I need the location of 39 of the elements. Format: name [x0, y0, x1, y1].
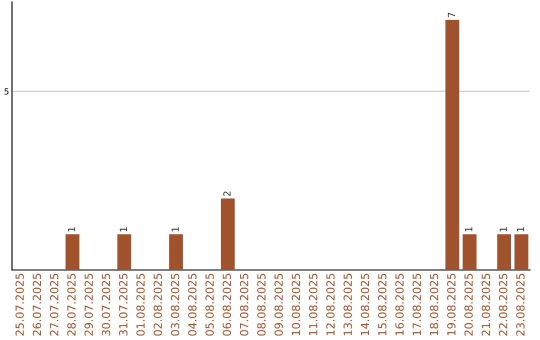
- x-tick-label: 26.07.2025: [32, 274, 42, 336]
- x-tick-label: 15.08.2025: [378, 274, 386, 336]
- x-tick-label: 28.07.2025: [67, 274, 76, 336]
- x-tick-label: 25.07.2025: [15, 274, 24, 336]
- x-tick-label: 20.08.2025: [464, 274, 473, 336]
- x-tick-label: 31.07.2025: [119, 274, 128, 336]
- x-tick-label: 03.08.2025: [170, 274, 180, 336]
- x-tick-label: 04.08.2025: [188, 274, 197, 336]
- data-label: 1: [500, 227, 507, 232]
- data-label: 1: [516, 227, 524, 232]
- data-label: 2: [223, 192, 231, 196]
- x-tick-label: 10.08.2025: [292, 274, 300, 336]
- x-tick-label: 19.08.2025: [447, 274, 456, 336]
- x-tick-label: 22.08.2025: [498, 274, 508, 336]
- x-tick-label: 09.08.2025: [274, 274, 283, 336]
- x-tick-label: 12.08.2025: [326, 274, 335, 336]
- x-tick-label: 01.08.2025: [136, 274, 145, 336]
- data-label: 1: [120, 227, 127, 232]
- x-tick-label: 13.08.2025: [344, 274, 352, 336]
- x-tick-label: 02.08.2025: [154, 274, 162, 336]
- data-label: 1: [465, 227, 472, 232]
- x-tick-label: 23.08.2025: [516, 274, 525, 336]
- data-label: 1: [68, 227, 76, 232]
- x-tick-label: 29.07.2025: [84, 274, 93, 336]
- x-tick-label: 27.07.2025: [50, 274, 58, 336]
- x-tick-label: 14.08.2025: [360, 274, 370, 336]
- x-tick-label: 18.08.2025: [430, 274, 438, 336]
- x-tick-label: 06.08.2025: [222, 274, 232, 336]
- x-tick-label: 05.08.2025: [205, 274, 214, 336]
- data-label: 1: [172, 227, 179, 232]
- data-label: 7: [448, 12, 455, 18]
- x-tick-label: 21.08.2025: [482, 274, 490, 336]
- x-tick-label: 11.08.2025: [308, 274, 318, 336]
- x-tick-label: 17.08.2025: [412, 274, 421, 336]
- x-tick-label: 16.08.2025: [395, 274, 404, 336]
- y-tick-label: 5: [4, 88, 8, 95]
- x-tick-label: 08.08.2025: [257, 274, 266, 336]
- x-tick-label: 30.07.2025: [102, 274, 110, 336]
- x-tick-label: 07.08.2025: [240, 274, 248, 336]
